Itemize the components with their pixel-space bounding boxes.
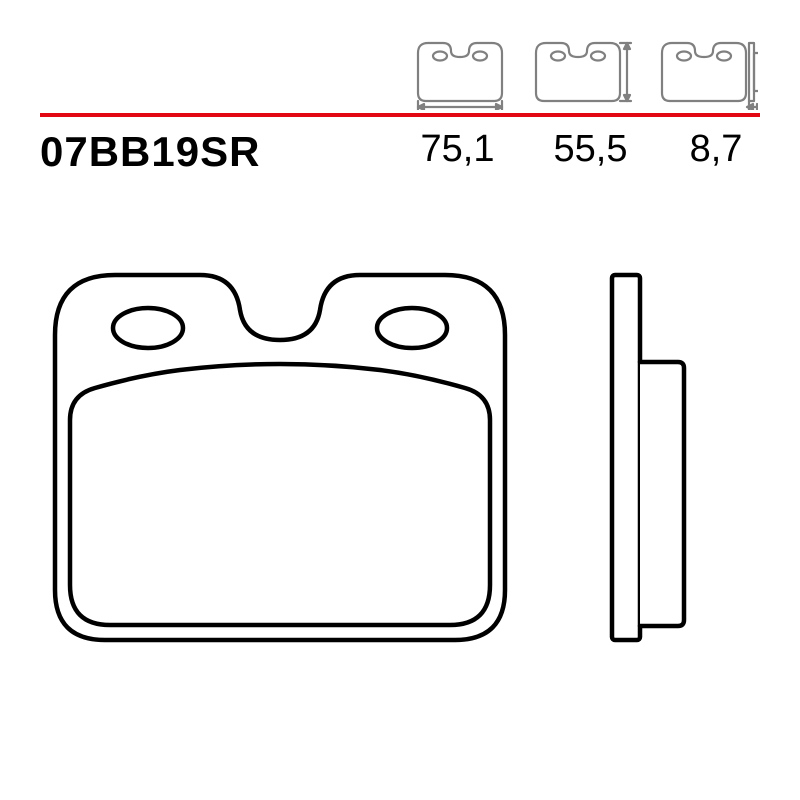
front-hole-right: [377, 308, 447, 348]
main-drawing: [0, 0, 800, 800]
diagram-container: 07BB19SR 75,1 55,5 8,7: [0, 0, 800, 800]
side-friction: [640, 362, 684, 626]
front-friction-pad: [70, 364, 490, 625]
front-hole-left: [113, 308, 183, 348]
side-backplate: [612, 275, 640, 640]
